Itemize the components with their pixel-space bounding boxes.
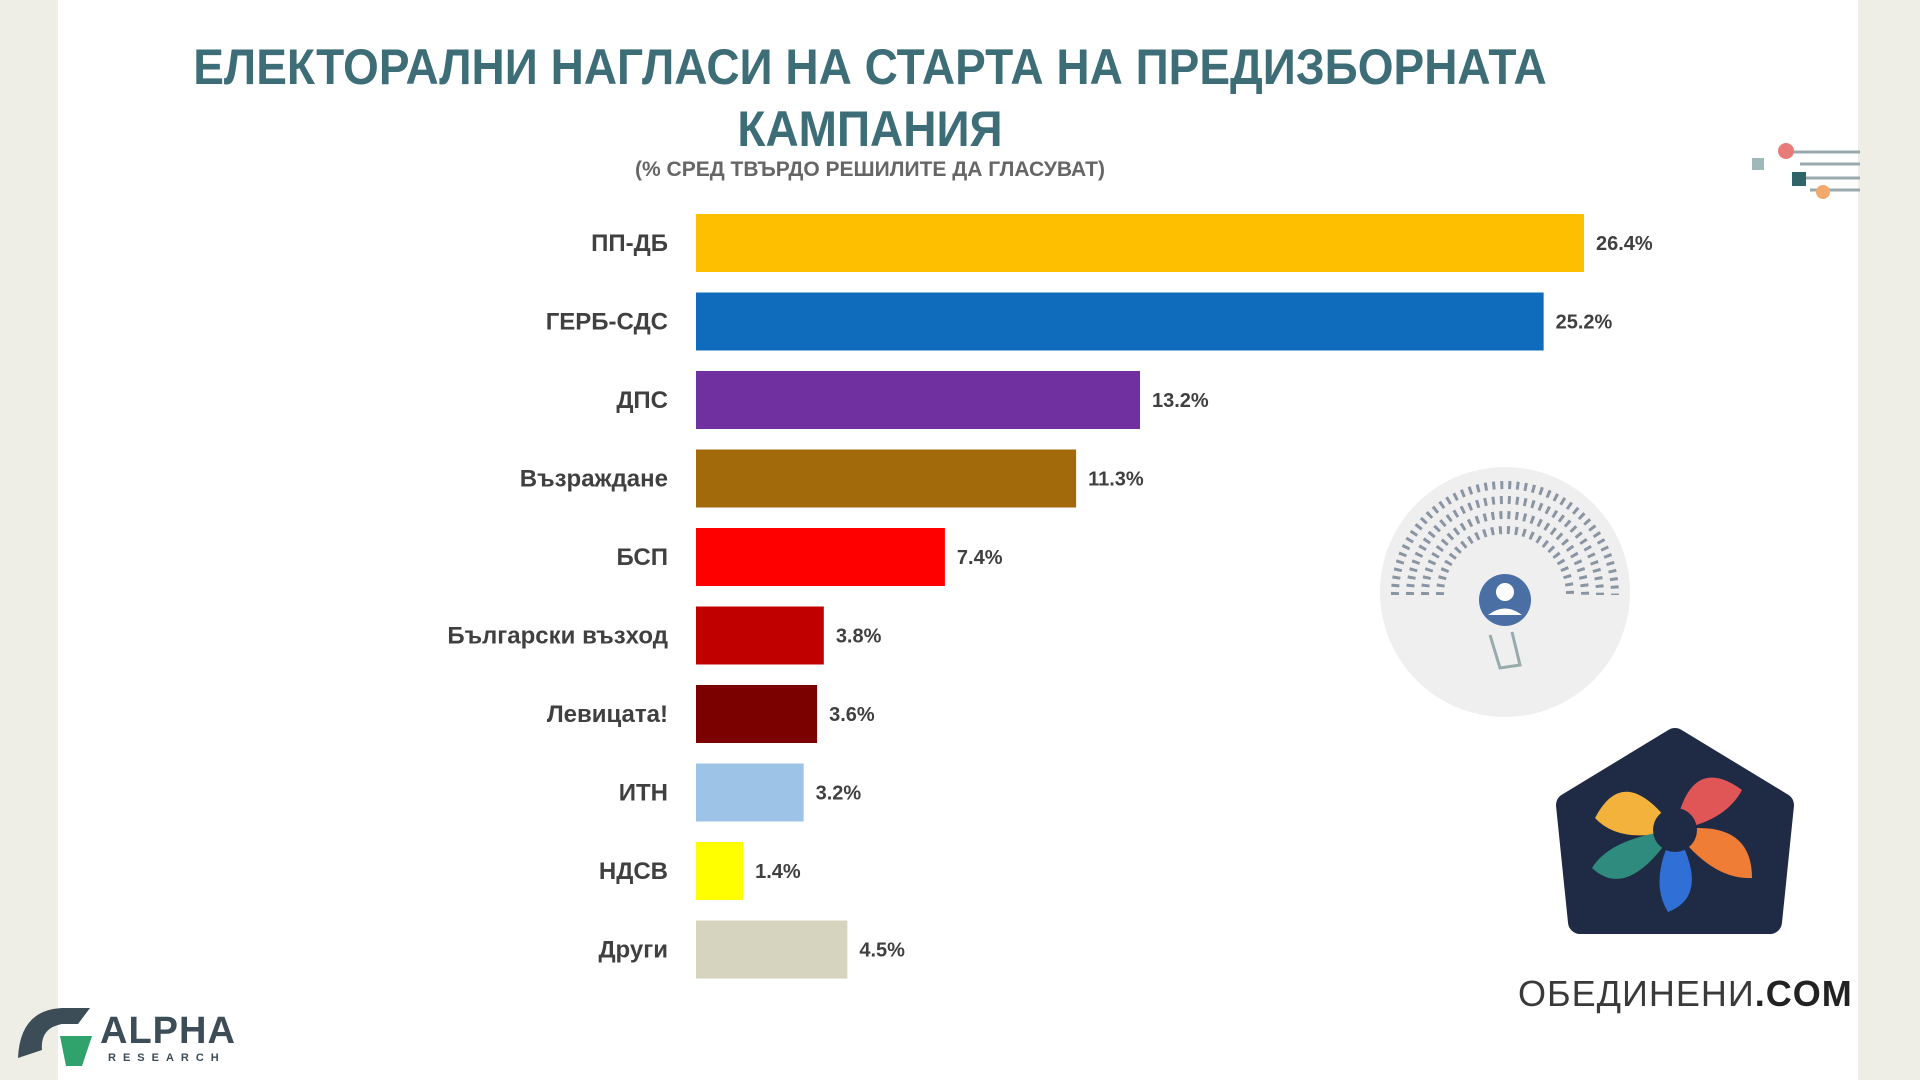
bar xyxy=(696,292,1544,351)
bar xyxy=(696,763,804,822)
bar xyxy=(696,920,848,979)
value-label: 25.2% xyxy=(1556,312,1613,334)
bar xyxy=(696,685,818,743)
bar xyxy=(696,528,945,586)
value-label: 26.4% xyxy=(1596,233,1653,255)
category-label: Левицата! xyxy=(547,701,668,728)
category-label: Български възход xyxy=(447,623,668,650)
value-label: 3.2% xyxy=(816,783,862,805)
obedineni-logo-text: ОБЕДИНЕНИ.COM xyxy=(1518,973,1853,1015)
chart-title-line2: КАМПАНИЯ xyxy=(737,101,1003,157)
category-label: ИТН xyxy=(619,780,668,807)
alpha-research-logo-subtext: RESEARCH xyxy=(108,1052,226,1064)
obedineni-suffix: .COM xyxy=(1754,973,1853,1014)
chart-title: ЕЛЕКТОРАЛНИ НАГЛАСИ НА СТАРТА НА ПРЕДИЗБ… xyxy=(70,36,1671,160)
value-label: 13.2% xyxy=(1152,390,1209,412)
decor-dots-icon xyxy=(1752,143,1860,199)
category-label: БСП xyxy=(616,544,668,571)
category-label: ГЕРБ-СДС xyxy=(546,309,668,336)
alpha-research-logo-icon xyxy=(18,1008,92,1066)
parliament-emblem-icon xyxy=(1380,467,1630,717)
obedineni-prefix: ОБЕДИНЕНИ xyxy=(1518,973,1755,1014)
bar xyxy=(696,449,1077,508)
bars-group: ПП-ДБ 26.4% ГЕРБ-СДС 25.2% ДПС 13.2% Възраждан… xyxy=(447,214,1653,979)
category-label: Възраждане xyxy=(520,466,668,493)
alpha-research-logo-text: ALPHA xyxy=(100,1010,236,1052)
category-label: НДСВ xyxy=(599,858,668,885)
bar xyxy=(696,842,744,900)
value-label: 3.8% xyxy=(836,626,882,648)
category-label: ПП-ДБ xyxy=(591,230,668,257)
category-label: Други xyxy=(598,937,668,964)
chart-subtitle: (% СРЕД ТВЪРДО РЕШИЛИТЕ ДА ГЛАСУВАТ) xyxy=(635,158,1105,181)
value-label: 3.6% xyxy=(829,704,875,726)
obedineni-logo-icon xyxy=(1556,728,1794,934)
category-label: ДПС xyxy=(616,387,668,414)
value-label: 4.5% xyxy=(859,940,905,962)
value-label: 11.3% xyxy=(1088,469,1144,491)
value-label: 1.4% xyxy=(755,861,801,883)
bar xyxy=(696,606,824,665)
value-label: 7.4% xyxy=(957,547,1003,569)
chart-title-line1: ЕЛЕКТОРАЛНИ НАГЛАСИ НА СТАРТА НА ПРЕДИЗБ… xyxy=(193,39,1547,95)
bar xyxy=(696,214,1584,272)
bar xyxy=(696,371,1140,429)
